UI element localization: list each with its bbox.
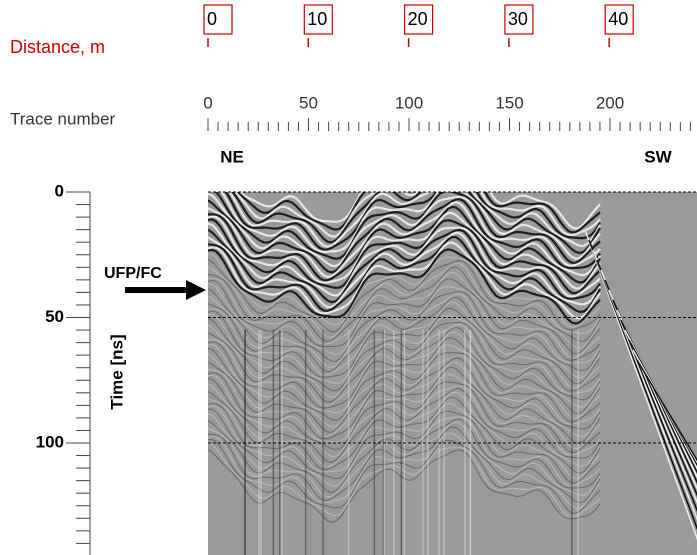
reflector [228,192,601,248]
distance-tick-box [504,4,534,35]
arrow-head [186,280,206,300]
reflector [208,241,601,320]
direction-left: NE [220,147,244,166]
reflector [238,192,601,230]
trace-tick-label: 0 [203,93,212,112]
reflector [235,192,601,234]
reflector [208,228,601,304]
distance-tick-label: 0 [207,9,217,29]
radargram-texture [208,192,697,555]
reflector [208,266,601,343]
time-tick-label: 50 [45,307,64,326]
annotation: UFP/FC [104,265,162,282]
reflector [208,211,601,290]
reflector [208,248,601,325]
reflector [208,271,601,349]
trace-tick-label: 150 [495,93,523,112]
time-label: Time [ns] [107,334,126,409]
reflector [208,231,601,309]
diagonal-event [584,229,697,541]
reflector [208,262,601,338]
diagonal-event [636,359,697,462]
reflector [208,235,601,314]
trace-label: Trace number [10,109,116,128]
time-tick-label: 100 [36,432,64,451]
direction-right: SW [644,147,672,166]
distance-tick-label: 30 [508,9,528,29]
distance-tick-box [203,4,233,35]
trace-tick-label: 200 [596,93,624,112]
distance-tick-box [404,4,434,35]
reflector [208,198,601,274]
reflector [214,192,601,264]
distance-tick-label: 20 [408,9,428,29]
reflector [208,218,601,295]
time-tick-label: 0 [55,181,64,200]
diagonal-event [632,349,697,464]
reflector [208,258,601,333]
reflector [208,201,601,279]
reflector [220,192,601,260]
distance-tick-label: 40 [608,9,628,29]
reflector [208,192,601,268]
trace-tick-label: 50 [299,93,318,112]
trace-tick-label: 100 [395,93,423,112]
distance-tick-label: 10 [307,9,327,29]
distance-tick-box [303,4,333,35]
reflector [208,222,601,298]
distance-tick-box [604,4,634,35]
reflector [208,205,601,284]
distance-label: Distance, m [10,37,105,57]
reflector [224,192,601,255]
reflector [231,192,601,244]
reflector [208,253,601,328]
